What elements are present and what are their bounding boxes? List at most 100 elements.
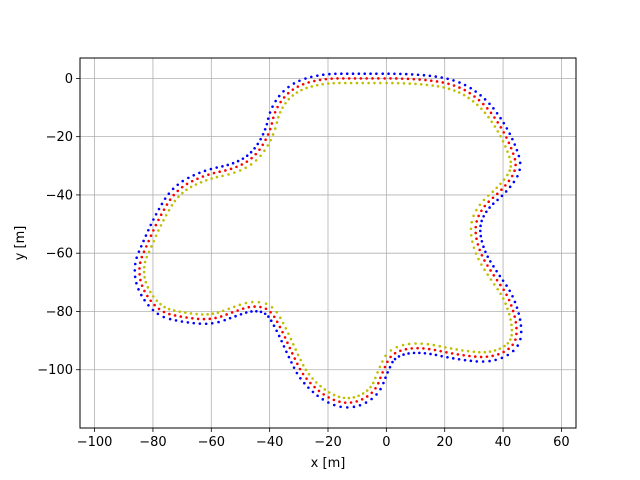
data-point [305,377,308,380]
data-point [515,148,519,152]
data-point [500,356,504,360]
data-point [133,262,137,266]
data-point [518,318,522,321]
data-point [238,303,242,307]
data-point [490,120,494,124]
data-point [152,218,155,221]
data-point [163,197,167,200]
y-tick-label: −20 [46,130,73,145]
data-point [279,316,282,320]
data-point [458,86,461,89]
data-point [234,314,237,318]
data-point [499,116,502,120]
data-point [212,171,216,175]
data-point [397,355,401,358]
data-point [247,305,251,309]
data-point [298,79,301,83]
data-point [395,345,399,349]
data-point [153,303,156,307]
data-point [326,82,330,85]
data-point [236,159,240,163]
x-tick-label: 20 [436,435,453,450]
series-1 [138,77,518,404]
data-point [500,188,503,192]
data-point [290,361,293,364]
data-point [479,224,482,228]
data-point [491,190,495,194]
data-point [219,315,223,318]
data-point [393,357,397,361]
data-point [472,214,475,218]
data-point [342,396,346,400]
data-point [441,81,445,84]
data-point [418,78,421,81]
data-point [264,307,268,311]
data-point [291,94,295,97]
data-point [288,346,292,350]
data-point [202,317,206,321]
data-point [235,165,238,169]
data-point [486,264,489,267]
data-point [501,140,505,143]
data-point [157,218,160,222]
data-point [458,81,461,84]
data-point [290,352,294,355]
data-point [318,78,322,82]
data-point [377,77,380,80]
data-point [274,99,277,103]
data-point [378,365,382,369]
y-tick-label: −100 [37,363,73,378]
data-point [382,381,385,385]
data-point [386,360,389,364]
data-point [456,353,460,356]
data-point [162,219,165,222]
data-point [245,154,249,157]
data-point [383,77,386,80]
data-point [287,355,291,359]
data-point [140,293,143,297]
data-point [463,83,467,87]
data-point [292,343,295,346]
data-point [303,381,306,385]
data-point [510,323,513,327]
data-point [181,179,184,183]
data-point [485,355,489,358]
data-point [455,348,458,351]
data-point [173,199,177,203]
data-point [266,144,270,147]
data-point [282,96,286,99]
data-point [250,310,253,313]
data-point [474,252,478,255]
data-point [164,213,168,217]
data-point [377,381,380,385]
data-point [282,345,286,348]
data-point [462,353,465,357]
data-point [323,388,327,391]
data-point [358,403,362,407]
data-point [253,305,256,308]
data-point [486,273,490,276]
data-point [294,348,298,351]
data-point [249,163,253,166]
data-point [495,111,499,115]
data-point [427,347,431,351]
data-point [349,401,353,404]
data-point [401,343,405,347]
data-point [434,75,438,78]
data-point [381,360,384,363]
data-point [370,397,373,401]
data-point [189,312,193,315]
data-point [511,137,514,141]
data-point [190,179,194,183]
data-point [424,78,427,82]
data-point [514,163,517,167]
data-point [332,403,336,407]
data-point [449,347,453,350]
data-point [138,261,142,265]
data-point [482,102,485,106]
data-point [321,73,325,77]
data-point [143,289,146,293]
data-point [491,202,495,206]
data-point [517,154,521,158]
data-point [211,312,215,316]
